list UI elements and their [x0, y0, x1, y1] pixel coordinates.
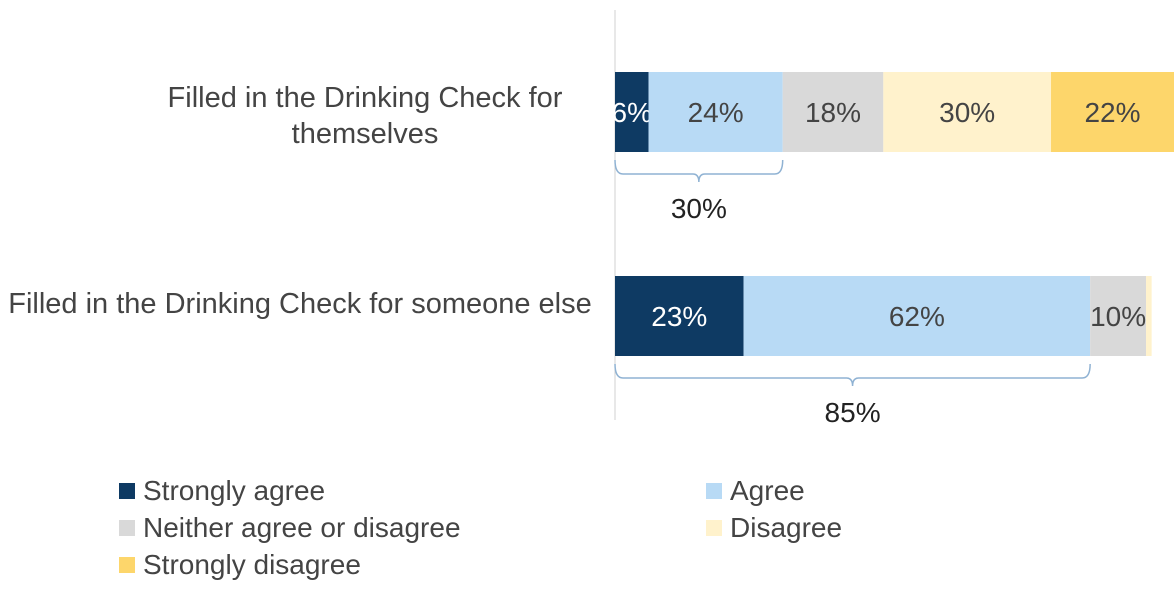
bracket-0 [614, 159, 784, 183]
data-label-0-2: 18% [805, 97, 861, 128]
bar-segment-1-0 [615, 276, 744, 356]
legend-label-strongly-agree: Strongly agree [143, 475, 326, 506]
legend-label-disagree: Disagree [730, 512, 843, 543]
data-label-0-3: 30% [939, 97, 995, 128]
bar-segment-0-1 [648, 72, 783, 152]
category-label-themselves: Filled in the Drinking Check for themsel… [167, 82, 563, 150]
bar-segment-0-2 [782, 72, 884, 152]
bar-segment-0-3 [883, 72, 1052, 152]
category-label-someone-else: Filled in the Drinking Check for someone… [8, 288, 592, 320]
legend-swatch-neither [119, 520, 135, 536]
bracket-label-0: 30% [671, 193, 727, 224]
legend-label-strongly-disagree: Strongly disagree [143, 549, 361, 580]
legend-swatch-agree [706, 483, 722, 499]
legend-swatch-disagree [706, 520, 722, 536]
bar-segment-0-4 [1051, 72, 1174, 152]
bar-segment-1-1 [743, 276, 1091, 356]
legend-item-neither: Neither agree or disagree [119, 512, 461, 544]
bar-segment-0-0 [615, 72, 649, 152]
legend-item-disagree: Disagree [706, 512, 842, 544]
legend-label-agree: Agree [730, 475, 805, 506]
data-label-1-1: 62% [889, 301, 945, 332]
legend-swatch-strongly-disagree [119, 557, 135, 573]
bar-segment-1-3 [1146, 276, 1152, 356]
legend-swatch-strongly-agree [119, 483, 135, 499]
data-label-0-0: 6% [612, 97, 652, 128]
data-label-1-0: 23% [651, 301, 707, 332]
legend-item-strongly-agree: Strongly agree [119, 475, 325, 507]
bar-segment-1-2 [1090, 276, 1147, 356]
data-label-1-2: 10% [1090, 301, 1146, 332]
bracket-label-1: 85% [825, 397, 881, 428]
data-label-0-4: 22% [1084, 97, 1140, 128]
legend-item-strongly-disagree: Strongly disagree [119, 549, 361, 581]
data-label-0-1: 24% [688, 97, 744, 128]
legend-item-agree: Agree [706, 475, 805, 507]
legend-label-neither: Neither agree or disagree [143, 512, 461, 543]
bracket-1 [614, 363, 1091, 387]
